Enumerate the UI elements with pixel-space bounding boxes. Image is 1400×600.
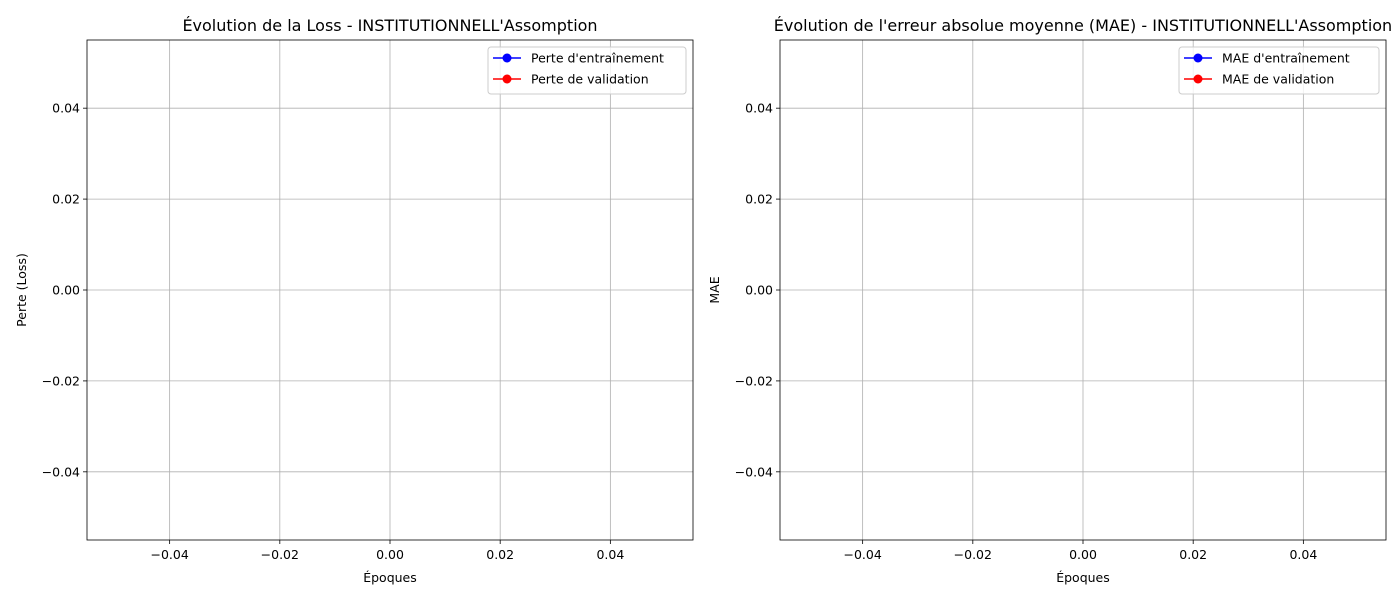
legend: Perte d'entraînement Perte de validation [487,46,687,95]
y-tick-label: 0.02 [52,192,80,207]
y-tick-label: 0.04 [52,101,80,116]
x-tick-label: 0.04 [1289,547,1317,562]
x-tick-label: −0.04 [150,547,188,562]
y-tick-label: 0.00 [52,283,80,298]
x-tick-label: 0.00 [376,547,404,562]
x-tick-label: −0.04 [843,547,881,562]
y-tick-label: −0.04 [735,464,773,479]
y-tick-label: 0.02 [745,192,773,207]
y-tick-label: −0.04 [42,464,80,479]
y-axis-label: Perte (Loss) [14,253,29,327]
legend-label: MAE de validation [1222,72,1334,87]
y-axis-label: MAE [707,276,722,303]
x-tick-label: 0.02 [1179,547,1207,562]
x-axis-label: Époques [363,570,417,585]
legend-box [1178,46,1380,95]
y-tick-label: 0.04 [745,101,773,116]
x-axis-label: Époques [1056,570,1110,585]
chart-title: Évolution de la Loss - INSTITUTIONNELL'A… [182,16,597,35]
chart-panel-1: −0.04 −0.02 0.00 0.02 0.04 −0.04 −0.02 0.00 0.02… [14,16,694,585]
legend-marker [1193,74,1203,84]
legend-marker [502,53,512,63]
x-tick-label: 0.02 [486,547,514,562]
legend-marker [502,74,512,84]
legend-label: MAE d'entraînement [1222,51,1350,66]
legend-label: Perte de validation [531,72,649,87]
y-tick-label: 0.00 [745,283,773,298]
chart-panel-2: −0.04 −0.02 0.00 0.02 0.04 −0.04 −0.02 0.00 0.02… [707,16,1392,585]
legend-box [487,46,687,95]
x-tick-label: 0.00 [1069,547,1097,562]
legend-marker [1193,53,1203,63]
chart-title: Évolution de l'erreur absolue moyenne (M… [774,16,1392,35]
y-tick-label: −0.02 [42,373,80,388]
y-tick-label: −0.02 [735,373,773,388]
legend: MAE d'entraînement MAE de validation [1178,46,1380,95]
x-tick-label: −0.02 [261,547,299,562]
x-tick-label: 0.04 [596,547,624,562]
legend-label: Perte d'entraînement [531,51,664,66]
x-tick-label: −0.02 [954,547,992,562]
